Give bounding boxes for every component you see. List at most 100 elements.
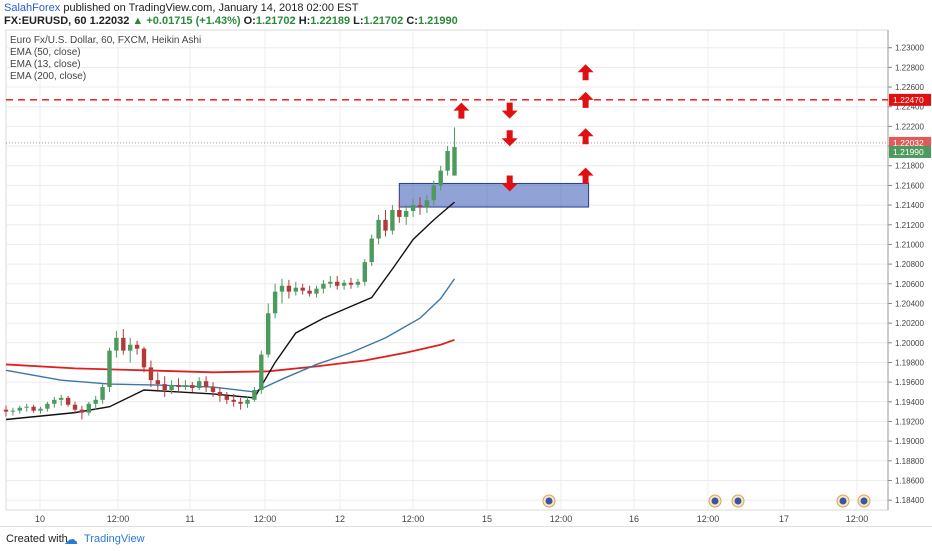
y-tick-label: 1.19600 <box>895 378 924 387</box>
y-tick-label: 1.20200 <box>895 319 924 328</box>
candle-body <box>128 344 133 351</box>
y-tick-label: 1.21800 <box>895 162 924 171</box>
candle-body <box>79 409 85 413</box>
arrow-down-icon <box>501 102 518 119</box>
candle-body <box>245 399 250 404</box>
y-tick-label: 1.19000 <box>895 437 924 446</box>
y-tick-label: 1.19800 <box>895 358 924 367</box>
event-icon-eu-inner <box>545 497 553 505</box>
indicator-ema50[interactable]: EMA (50, close) <box>10 47 81 58</box>
candle-body <box>38 408 43 411</box>
x-tick-label: 12:00 <box>107 514 130 524</box>
candle-body <box>424 200 430 208</box>
indicator-ema13[interactable]: EMA (13, close) <box>10 59 81 70</box>
candle-body <box>65 397 71 405</box>
y-tick-label: 1.18800 <box>895 457 924 466</box>
candle-body <box>348 282 354 285</box>
y-tick-label: 1.22800 <box>895 63 924 72</box>
candle-body <box>134 344 140 349</box>
candle-body <box>93 399 98 404</box>
x-tick-label: 12 <box>335 514 345 524</box>
close-value: 1.21990 <box>417 15 458 27</box>
x-tick-label: 17 <box>779 514 789 524</box>
candle-body <box>279 285 285 292</box>
x-tick-label: 11 <box>185 514 194 524</box>
candle-body <box>404 210 409 217</box>
arrow-up-icon <box>577 128 594 145</box>
y-tick-label: 1.20000 <box>895 339 924 348</box>
candle-body <box>31 406 36 411</box>
tradingview-logo-icon: ☁ <box>64 531 78 547</box>
demand-zone <box>398 182 590 208</box>
candle-body <box>224 395 229 400</box>
event-icon-us-inner <box>711 497 719 505</box>
candle-body <box>17 407 22 411</box>
candle-body <box>452 147 457 176</box>
candle-body <box>300 287 305 291</box>
candle-body <box>307 290 312 294</box>
close-label: C: <box>406 15 418 27</box>
candle-body <box>266 313 271 355</box>
y-tick-label: 1.21200 <box>895 221 924 230</box>
x-tick-label: 16 <box>629 514 639 524</box>
candle-body <box>59 397 64 400</box>
y-tick-label: 1.23000 <box>895 44 924 53</box>
x-tick-label: 12:00 <box>846 514 869 524</box>
candle-body <box>328 281 333 284</box>
created-with-label: Created with <box>6 533 68 545</box>
y-tick-label: 1.22200 <box>895 122 924 131</box>
price-change: ▲ +0.01715 (+1.43%) <box>132 15 241 27</box>
candle-body <box>410 205 416 211</box>
candle-body <box>197 381 202 389</box>
candle-body <box>383 219 388 231</box>
event-icon-us-3-inner <box>860 497 868 505</box>
low-label: L: <box>353 15 364 27</box>
candle-body <box>252 390 257 400</box>
candle-body <box>190 385 195 389</box>
symbol-bar: FX:EURUSD, 60 1.22032 ▲ +0.01715 (+1.43%… <box>4 15 458 27</box>
publisher-name[interactable]: SalahForex <box>4 2 61 14</box>
y-tick-label: 1.22600 <box>895 83 924 92</box>
candle-body <box>141 348 147 368</box>
arrow-down-icon <box>501 130 518 147</box>
open-value: 1.21702 <box>255 15 296 27</box>
candle-body <box>314 288 319 294</box>
resistance-price-tag: 1.22470 <box>893 95 924 105</box>
last-price: 1.22032 <box>89 15 130 27</box>
candle-body <box>445 150 450 171</box>
y-tick-label: 1.18400 <box>895 496 924 505</box>
y-tick-label: 1.20800 <box>895 260 924 269</box>
indicator-ema200[interactable]: EMA (200, close) <box>10 71 87 82</box>
candle-body <box>72 404 78 410</box>
resistance-price-tag-bg <box>889 93 931 106</box>
high-label: H: <box>298 15 311 27</box>
tradingview-brand-link[interactable]: TradingView <box>84 533 145 545</box>
candle-body <box>3 409 9 412</box>
close-price-tag: 1.21990 <box>893 147 924 157</box>
chart-title[interactable]: Euro Fx/U.S. Dollar, 60, FXCM, Heikin As… <box>10 35 202 46</box>
arrow-down-icon <box>501 175 518 192</box>
candle-body <box>341 282 347 286</box>
candle-body <box>438 170 443 186</box>
ema13-line <box>5 201 455 421</box>
x-tick-label: 10 <box>35 514 45 524</box>
y-tick-label: 1.20400 <box>895 299 924 308</box>
candle-body <box>52 399 57 404</box>
candle-body <box>431 185 436 201</box>
x-tick-label: 12:00 <box>402 514 425 524</box>
candle-body <box>86 403 91 413</box>
candle-body <box>148 367 154 381</box>
current-price-tag: 1.22032 <box>893 138 924 148</box>
x-tick-label: 12:00 <box>550 514 573 524</box>
footer: Created with ☁ TradingView <box>0 526 932 551</box>
published-text: published on TradingView.com, January 14… <box>63 2 359 14</box>
symbol[interactable]: FX:EURUSD, 60 <box>4 15 87 27</box>
y-tick-label: 1.21400 <box>895 201 924 210</box>
candle-body <box>321 283 326 289</box>
event-icon-us-2-inner <box>734 497 742 505</box>
candle-body <box>272 291 278 314</box>
event-icon-eu-2-inner <box>839 497 847 505</box>
candle-body <box>335 281 340 286</box>
arrow-up-icon <box>453 102 470 119</box>
